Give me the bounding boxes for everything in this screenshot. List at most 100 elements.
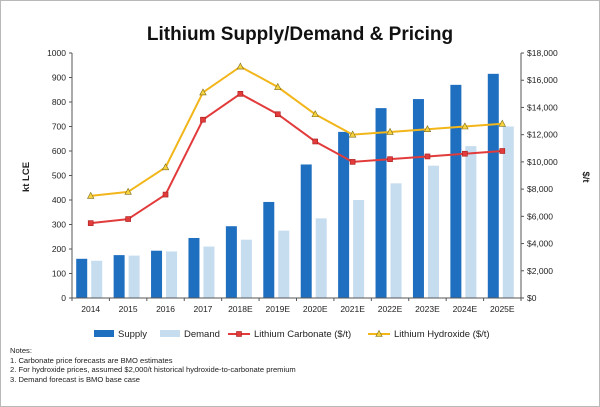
point-carbonate-2022E (387, 156, 393, 162)
line-carbonate (90, 92, 503, 225)
notes-heading: Notes: (10, 346, 32, 355)
bar-demand-2014 (91, 260, 103, 298)
legend-label-demand: Demand (184, 329, 220, 340)
bar-demand-2021E (353, 200, 365, 298)
bar-demand-2018E (240, 239, 252, 298)
point-hydroxide-2025E (498, 119, 506, 127)
bar-demand-2015 (128, 255, 140, 298)
y-tick-label-left-0: 0 (61, 293, 66, 303)
x-tick-label-2022E: 2022E (378, 304, 403, 314)
point-carbonate-2025E (499, 148, 506, 154)
bar-demand-2019E (278, 230, 290, 298)
legend-swatch-supply (94, 330, 114, 337)
y-tick-label-left-800: 800 (52, 97, 66, 107)
point-hydroxide-2017 (199, 88, 207, 96)
point-carbonate-2024E (462, 150, 468, 157)
bar-demand-2024E (465, 146, 477, 298)
bar-supply-2014 (76, 258, 88, 298)
x-tick-label-2016: 2016 (156, 304, 175, 314)
y-tick-label-right-2: $4,000 (527, 239, 553, 249)
y-tick-label-left-600: 600 (52, 146, 66, 156)
point-hydroxide-2019E (274, 82, 282, 90)
y-axis-label-left: kt LCE (21, 162, 32, 192)
point-carbonate-2019E (274, 111, 281, 118)
point-carbonate-2014 (87, 220, 94, 226)
legend-swatch-demand (160, 330, 180, 337)
bar-supply-2019E (263, 201, 275, 298)
point-carbonate-2017 (200, 116, 206, 123)
legend-marker-lithium-carbonate-t (236, 331, 242, 337)
legend-label-lithium-hydroxide-t: Lithium Hydroxide ($/t) (394, 329, 490, 340)
y-tick-label-left-100: 100 (52, 269, 66, 279)
line-hydroxide (90, 65, 503, 197)
y-tick-label-right-6: $12,000 (527, 130, 558, 140)
bar-supply-2016 (151, 250, 163, 298)
point-hydroxide-2014 (87, 191, 95, 199)
y-tick-label-right-9: $18,000 (527, 48, 558, 58)
bar-demand-2023E (427, 165, 439, 298)
axes: 0 100 200 300 400 500 600 700 800 900 1000 $0 $2,000… (47, 48, 558, 314)
x-tick-label-2020E: 2020E (303, 304, 328, 314)
y-tick-label-left-400: 400 (52, 195, 66, 205)
y-tick-label-right-7: $14,000 (527, 102, 558, 112)
bar-demand-2025E (502, 126, 514, 298)
legend-label-lithium-carbonate-t: Lithium Carbonate ($/t) (254, 329, 351, 340)
y-tick-label-right-3: $6,000 (527, 211, 553, 221)
point-hydroxide-2023E (423, 125, 432, 133)
y-tick-label-right-5: $10,000 (527, 157, 558, 167)
x-tick-label-2023E: 2023E (415, 304, 440, 314)
bar-supply-2024E (450, 84, 462, 298)
x-tick-label-2015: 2015 (119, 304, 138, 314)
x-tick-label-2018E: 2018E (228, 304, 253, 314)
bar-demand-2017 (203, 246, 215, 298)
bar-demand-2020E (315, 218, 327, 298)
x-tick-label-2021E: 2021E (340, 304, 365, 314)
y-tick-label-left-900: 900 (52, 73, 66, 83)
bar-supply-2021E (338, 131, 350, 298)
point-carbonate-2020E (312, 138, 319, 145)
y-tick-label-left-700: 700 (52, 122, 66, 132)
y-axis-label-right: $/t (580, 171, 591, 183)
note-3: 3. Demand forecast is BMO base case (10, 374, 140, 384)
plot-area (76, 62, 514, 298)
bar-supply-2023E (412, 99, 424, 298)
bar-demand-2022E (390, 183, 402, 298)
legend-marker-lithium-hydroxide-t (375, 329, 383, 337)
legend: Supply Demand Lithium Carbonate ($/t) Lithi… (94, 329, 490, 340)
point-hydroxide-2022E (386, 127, 394, 135)
x-tick-label-2025E: 2025E (490, 304, 515, 314)
note-2: 2. For hydroxide prices, assumed $2,000/… (10, 365, 296, 375)
point-hydroxide-2024E (461, 122, 469, 130)
legend-label-supply: Supply (118, 329, 147, 340)
bar-supply-2018E (225, 226, 237, 298)
y-tick-label-right-0: $0 (527, 293, 537, 303)
point-hydroxide-2021E (348, 130, 357, 138)
chart-title: Lithium Supply/Demand & Pricing (147, 24, 453, 45)
y-tick-label-right-1: $2,000 (527, 266, 553, 276)
point-hydroxide-2020E (311, 110, 319, 118)
bar-supply-2017 (188, 237, 200, 298)
notes: Notes: 1. Carbonate price forecasts are … (10, 346, 570, 384)
y-tick-label-left-200: 200 (52, 244, 66, 254)
x-tick-label-2024E: 2024E (453, 304, 478, 314)
x-tick-label-2014: 2014 (81, 304, 100, 314)
bar-supply-2015 (113, 255, 125, 298)
point-carbonate-2021E (349, 159, 356, 165)
bar-supply-2020E (300, 164, 312, 298)
point-hydroxide-2018E (236, 62, 245, 70)
bar-demand-2016 (166, 251, 178, 298)
x-tick-label-2017: 2017 (193, 304, 212, 314)
bar-supply-2022E (375, 108, 387, 298)
point-carbonate-2015 (125, 216, 131, 222)
y-tick-label-left-500: 500 (52, 171, 66, 181)
y-tick-label-left-300: 300 (52, 220, 66, 230)
point-carbonate-2016 (162, 191, 169, 198)
y-tick-label-right-8: $16,000 (527, 75, 558, 85)
bar-supply-2025E (487, 73, 499, 298)
point-carbonate-2023E (424, 153, 431, 160)
point-hydroxide-2015 (124, 187, 132, 195)
point-carbonate-2018E (237, 91, 244, 97)
x-tick-label-2019E: 2019E (265, 304, 290, 314)
y-tick-label-left-1000: 1000 (47, 48, 66, 58)
